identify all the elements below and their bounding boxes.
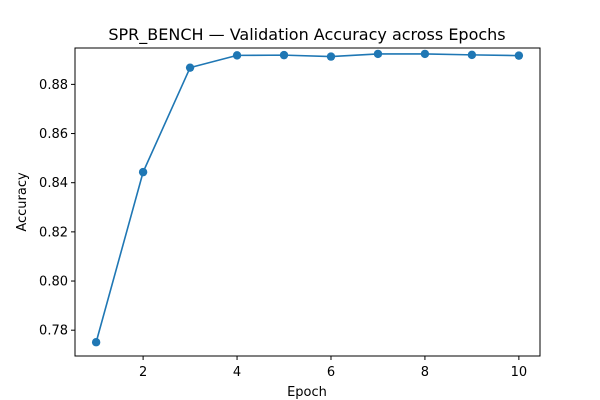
x-tick-label: 4	[233, 365, 241, 380]
y-tick-label: 0.82	[39, 225, 68, 240]
chart-title: SPR_BENCH — Validation Accuracy across E…	[108, 25, 505, 45]
x-tick-label: 2	[139, 365, 147, 380]
data-point	[326, 52, 336, 61]
y-tick-label: 0.86	[39, 127, 68, 142]
data-point	[373, 49, 383, 59]
data-point	[420, 49, 430, 59]
data-point	[185, 63, 195, 72]
data-point	[232, 51, 242, 60]
y-tick-label: 0.80	[39, 275, 68, 290]
y-tick-label: 0.88	[39, 78, 68, 93]
data-point	[467, 50, 477, 60]
x-axis-label: Epoch	[287, 385, 327, 400]
data-point	[279, 50, 289, 60]
plot-area	[74, 47, 541, 357]
data-point	[514, 51, 524, 60]
x-tick-label: 8	[421, 365, 429, 380]
x-tick-label: 10	[511, 365, 528, 380]
y-axis: 0.78 0.80 0.82 0.84 0.86 0.88	[39, 78, 75, 339]
x-axis: 2 4 6 8 10	[139, 356, 527, 380]
series-line	[95, 53, 519, 343]
data-point	[138, 167, 148, 177]
y-axis-label: Accuracy	[15, 172, 30, 232]
y-tick-label: 0.84	[39, 176, 68, 191]
y-tick-label: 0.78	[39, 324, 68, 339]
x-tick-label: 6	[327, 365, 335, 380]
series-layer	[91, 49, 524, 347]
data-point	[91, 338, 101, 347]
